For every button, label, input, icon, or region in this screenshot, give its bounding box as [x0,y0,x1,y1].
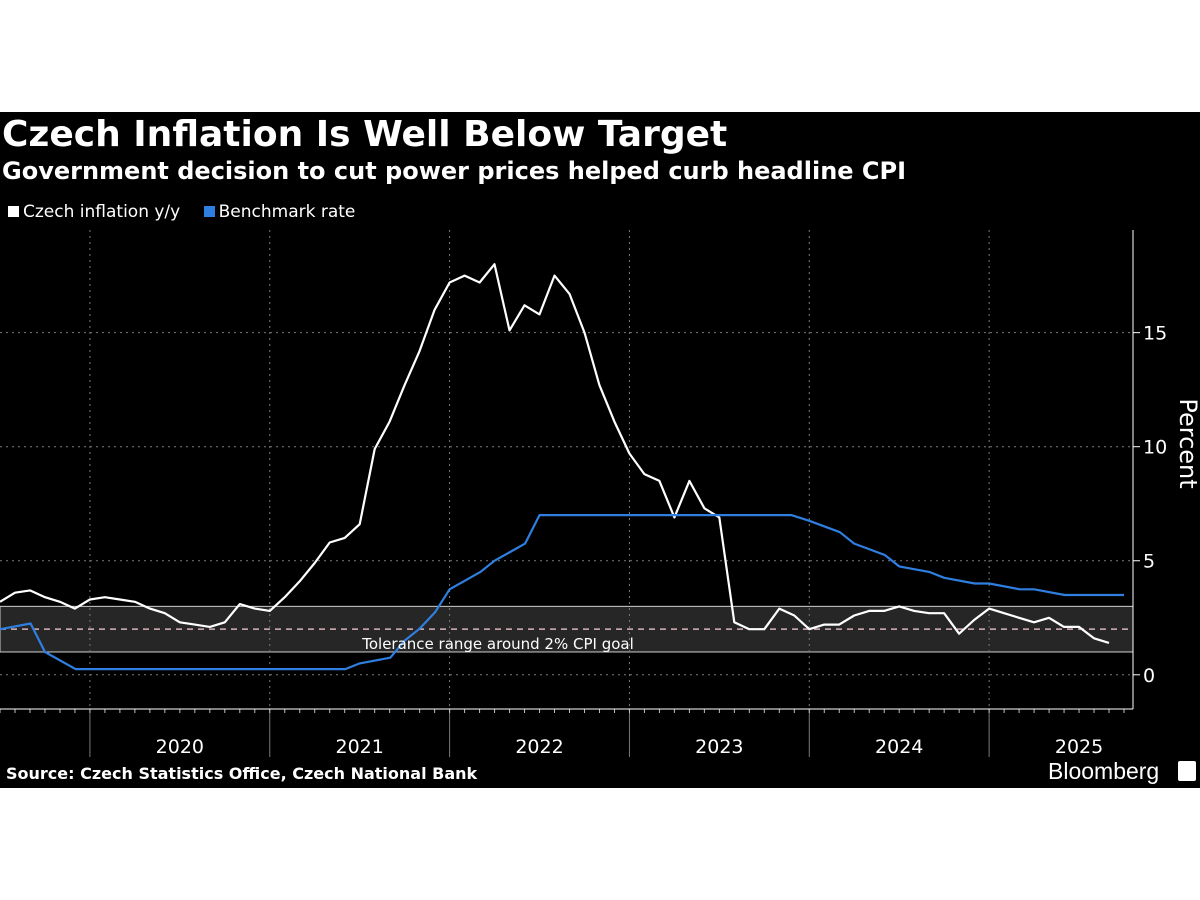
series-line-benchmark-rate [0,514,1124,671]
x-tick-label: 2022 [515,736,563,758]
x-tick-label: 2024 [875,736,923,758]
x-tick-label: 2025 [1055,736,1103,758]
line-chart: Tolerance range around 2% CPI goal 0 5 10 15… [0,230,1200,758]
chart-panel: Czech Inflation Is Well Below Target Gov… [0,112,1200,788]
x-tick-label: 2023 [695,736,743,758]
chart-subtitle: Government decision to cut power prices … [2,157,907,185]
x-tick-label: 2021 [336,736,384,758]
y-tick-label: 0 [1143,665,1155,687]
chart-title: Czech Inflation Is Well Below Target [2,114,728,155]
legend-swatch-benchmark-rate [203,206,215,217]
bloomberg-logo: Bloomberg [1048,758,1160,784]
source-note: Source: Czech Statistics Office, Czech N… [6,764,478,783]
legend-label-inflation: Czech inflation y/y [23,202,181,222]
y-tick-label: 10 [1143,437,1167,459]
legend-label-benchmark-rate: Benchmark rate [218,202,356,222]
y-axis-title: Percent [1174,398,1200,488]
legend-swatch-inflation [8,206,19,217]
bloomberg-badge-icon [1178,761,1196,781]
legend: Czech inflation y/y Benchmark rate [8,202,373,222]
series-line-inflation [0,263,1110,644]
tolerance-band-label: Tolerance range around 2% CPI goal [361,635,634,653]
legend-item-benchmark-rate: Benchmark rate [203,202,356,222]
y-tick-label: 5 [1143,551,1155,573]
x-tick-label: 2020 [156,736,204,758]
legend-item-inflation: Czech inflation y/y [8,202,180,222]
y-tick-label: 15 [1143,323,1167,345]
